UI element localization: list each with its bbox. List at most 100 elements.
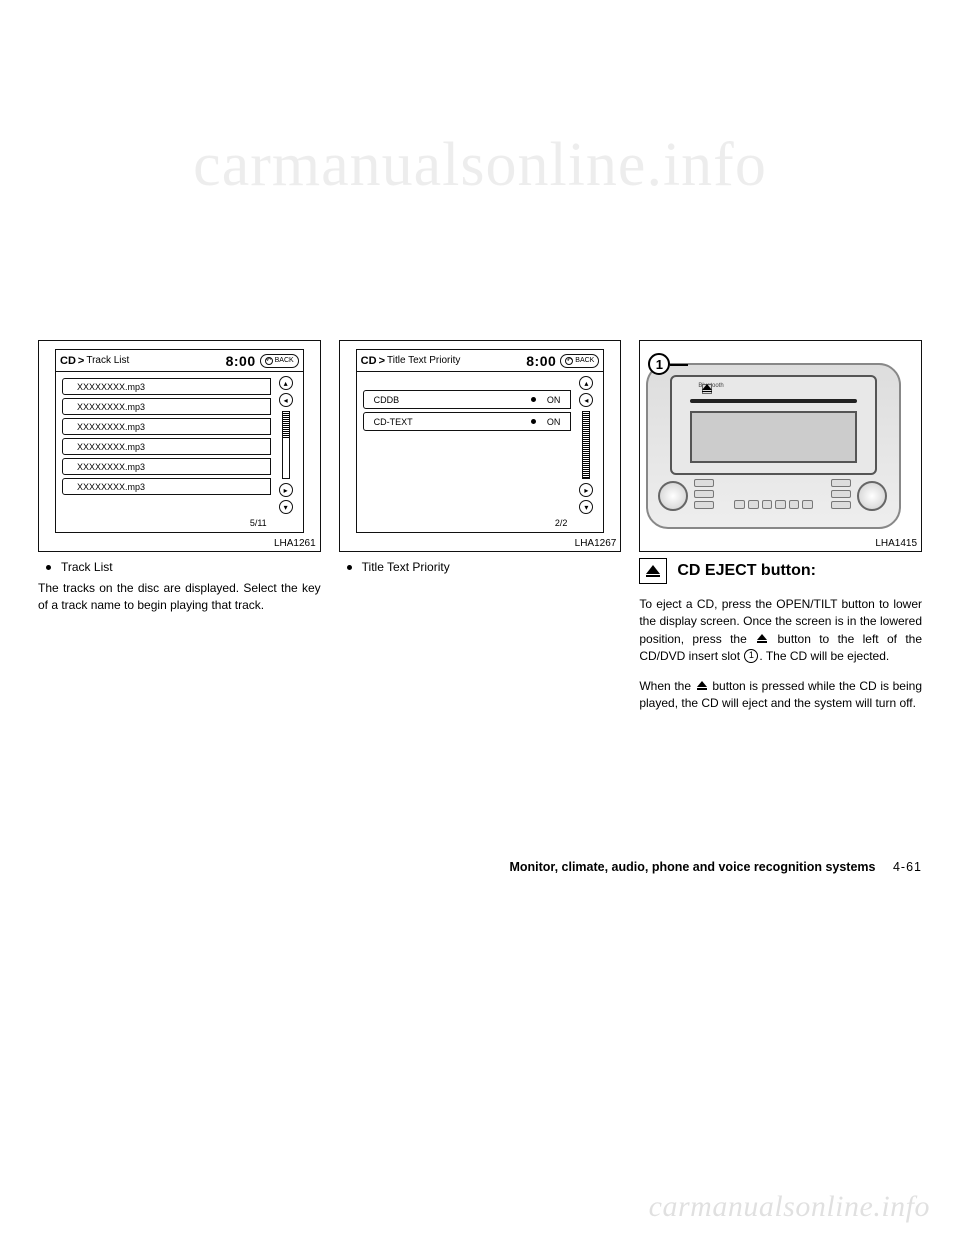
page-indicator: 2/2 — [555, 518, 568, 528]
scroll-thumb — [283, 412, 289, 438]
hdr-gt: > — [78, 355, 84, 367]
figure-caption: LHA1267 — [575, 538, 617, 549]
bezel: Bluetooth — [670, 375, 877, 475]
column-2: CD > Title Text Priority 8:00 ↶ BACK CDD… — [339, 340, 622, 712]
bullet-icon — [46, 565, 51, 570]
p2a: When the — [639, 679, 691, 693]
page-indicator: 5/11 — [250, 518, 267, 528]
bottom-button[interactable] — [802, 500, 813, 509]
bottom-button[interactable] — [748, 500, 759, 509]
scroll-up-button[interactable]: ▴ — [579, 376, 593, 390]
scroll-up-button[interactable]: ▴ — [279, 376, 293, 390]
right-knob[interactable] — [857, 481, 887, 511]
option-row[interactable]: CDDB ON — [363, 390, 572, 409]
track-label: XXXXXXXX.mp3 — [77, 442, 145, 452]
eject-hardware-button[interactable] — [702, 384, 712, 394]
eject-icon-box — [639, 558, 667, 584]
track-row[interactable]: XXXXXXXX.mp3 — [62, 458, 271, 475]
footer-section: Monitor, climate, audio, phone and voice… — [509, 860, 875, 874]
bottom-button[interactable] — [734, 500, 745, 509]
figure-device: Bluetooth — [639, 340, 922, 552]
scrollbar[interactable] — [582, 411, 590, 479]
next-button[interactable]: ▸ — [279, 483, 293, 497]
hdr-time: 8:00 — [226, 353, 256, 369]
scrollbar[interactable] — [282, 411, 290, 479]
scroll-down-button[interactable]: ▾ — [279, 500, 293, 514]
side-button[interactable] — [831, 490, 851, 498]
back-button[interactable]: ↶ BACK — [560, 354, 599, 368]
track-row[interactable]: XXXXXXXX.mp3 — [62, 418, 271, 435]
footer-page: 4-61 — [893, 860, 922, 874]
callout-line — [670, 364, 688, 366]
screen-2: CD > Title Text Priority 8:00 ↶ BACK CDD… — [356, 349, 605, 533]
screen2-body: CDDB ON CD-TEXT ON ▴ — [357, 372, 604, 532]
back-label: BACK — [275, 357, 294, 364]
track-label: XXXXXXXX.mp3 — [77, 382, 145, 392]
side-button[interactable] — [831, 479, 851, 487]
para-col1: The tracks on the disc are displayed. Se… — [38, 580, 321, 615]
side-button[interactable] — [694, 501, 714, 509]
prev-button[interactable]: ◂ — [579, 393, 593, 407]
scroll-sidebar: ▴ ◂ ▸ ▾ — [275, 376, 297, 514]
eject-title: CD EJECT button: — [677, 562, 816, 580]
left-side-buttons — [694, 479, 714, 509]
track-row[interactable]: XXXXXXXX.mp3 — [62, 398, 271, 415]
eject-triangle-icon — [646, 565, 660, 574]
on-dot-icon — [531, 419, 536, 424]
back-button[interactable]: ↶ BACK — [260, 354, 299, 368]
hdr-sub: Track List — [86, 355, 129, 366]
bullet-text: Title Text Priority — [362, 560, 450, 574]
para-col3-2: When the button is pressed while the CD … — [639, 678, 922, 713]
cd-slot[interactable] — [690, 399, 857, 403]
left-knob[interactable] — [658, 481, 688, 511]
page: carmanualsonline.info CD > Track List 8:… — [0, 0, 960, 1242]
track-row[interactable]: XXXXXXXX.mp3 — [62, 438, 271, 455]
option-label: CDDB — [374, 395, 400, 405]
eject-bar-icon — [646, 575, 660, 577]
page-footer: Monitor, climate, audio, phone and voice… — [0, 860, 922, 874]
para-col3-1: To eject a CD, press the OPEN/TILT butto… — [639, 596, 922, 666]
screen-1: CD > Track List 8:00 ↶ BACK XXXXXXXX.mp3… — [55, 349, 304, 533]
track-row[interactable]: XXXXXXXX.mp3 — [62, 378, 271, 395]
circled-one-icon: 1 — [744, 649, 758, 663]
hdr-gt: > — [379, 355, 385, 367]
back-label: BACK — [575, 357, 594, 364]
next-button[interactable]: ▸ — [579, 483, 593, 497]
option-list: CDDB ON CD-TEXT ON — [363, 390, 572, 514]
figure-caption: LHA1415 — [875, 538, 917, 549]
screen1-body: XXXXXXXX.mp3 XXXXXXXX.mp3 XXXXXXXX.mp3 X… — [56, 372, 303, 532]
scroll-thumb — [583, 412, 589, 478]
figure-caption: LHA1261 — [274, 538, 316, 549]
watermark-bottom: carmanualsonline.info — [649, 1190, 930, 1224]
side-button[interactable] — [694, 490, 714, 498]
track-label: XXXXXXXX.mp3 — [77, 482, 145, 492]
screen2-header: CD > Title Text Priority 8:00 ↶ BACK — [357, 350, 604, 372]
track-row[interactable]: XXXXXXXX.mp3 — [62, 478, 271, 495]
option-row[interactable]: CD-TEXT ON — [363, 412, 572, 431]
side-button[interactable] — [694, 479, 714, 487]
prev-button[interactable]: ◂ — [279, 393, 293, 407]
figure-title-priority: CD > Title Text Priority 8:00 ↶ BACK CDD… — [339, 340, 622, 552]
display-screen — [690, 411, 857, 463]
on-dot-icon — [531, 397, 536, 402]
bottom-button[interactable] — [775, 500, 786, 509]
track-label: XXXXXXXX.mp3 — [77, 462, 145, 472]
bottom-buttons — [734, 500, 813, 509]
p1c: . The CD will be ejected. — [759, 649, 889, 663]
eject-inline-icon — [697, 681, 707, 690]
scroll-down-button[interactable]: ▾ — [579, 500, 593, 514]
hdr-cd: CD — [60, 355, 76, 367]
bullet-text: Track List — [61, 560, 113, 574]
screen1-header: CD > Track List 8:00 ↶ BACK — [56, 350, 303, 372]
track-label: XXXXXXXX.mp3 — [77, 402, 145, 412]
eject-icon — [702, 384, 712, 393]
back-arrow-icon: ↶ — [265, 357, 273, 365]
bottom-button[interactable] — [789, 500, 800, 509]
scroll-sidebar: ▴ ◂ ▸ ▾ — [575, 376, 597, 514]
figure-track-list: CD > Track List 8:00 ↶ BACK XXXXXXXX.mp3… — [38, 340, 321, 552]
head-unit: Bluetooth — [646, 363, 901, 529]
side-button[interactable] — [831, 501, 851, 509]
hdr-sub: Title Text Priority — [387, 355, 460, 366]
bullet-title-priority: Title Text Priority — [347, 560, 622, 574]
bottom-button[interactable] — [762, 500, 773, 509]
